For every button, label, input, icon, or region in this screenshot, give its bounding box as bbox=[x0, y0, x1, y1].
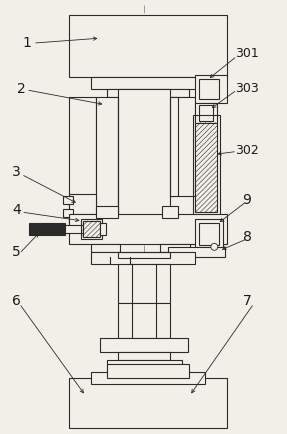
Bar bbox=[118, 372, 170, 378]
Text: 9: 9 bbox=[243, 193, 251, 207]
Bar bbox=[96, 207, 118, 218]
Text: 301: 301 bbox=[235, 46, 259, 59]
Bar bbox=[118, 89, 170, 218]
Text: 4: 4 bbox=[12, 203, 21, 217]
Text: 6: 6 bbox=[12, 294, 21, 308]
Bar bbox=[90, 372, 205, 384]
Bar bbox=[195, 76, 227, 103]
Bar bbox=[118, 304, 170, 339]
Bar bbox=[83, 221, 100, 237]
Bar bbox=[160, 244, 189, 252]
Bar bbox=[118, 352, 170, 360]
Bar bbox=[100, 339, 188, 352]
Text: 2: 2 bbox=[17, 82, 26, 95]
Bar bbox=[193, 115, 220, 220]
Text: 3: 3 bbox=[12, 165, 21, 179]
Bar bbox=[90, 244, 120, 252]
Bar bbox=[118, 264, 170, 304]
Bar bbox=[162, 207, 178, 218]
Bar bbox=[100, 224, 106, 235]
Bar bbox=[69, 214, 227, 244]
Bar bbox=[29, 224, 65, 235]
Bar bbox=[195, 103, 217, 123]
Bar bbox=[195, 220, 223, 249]
Bar bbox=[107, 364, 189, 378]
Bar bbox=[96, 98, 118, 214]
Bar bbox=[199, 105, 213, 122]
Bar bbox=[107, 360, 182, 372]
Bar bbox=[69, 16, 227, 78]
Bar bbox=[69, 214, 96, 234]
Text: 302: 302 bbox=[235, 144, 259, 157]
Text: 8: 8 bbox=[243, 229, 251, 243]
Bar bbox=[199, 80, 219, 99]
Bar bbox=[69, 195, 96, 224]
Bar bbox=[63, 210, 73, 217]
Bar bbox=[81, 220, 102, 239]
Text: 1: 1 bbox=[23, 36, 32, 50]
Circle shape bbox=[211, 244, 218, 251]
Bar bbox=[118, 252, 170, 258]
Bar bbox=[69, 378, 227, 427]
Bar bbox=[162, 98, 178, 197]
Text: 303: 303 bbox=[235, 82, 259, 95]
Text: 7: 7 bbox=[243, 294, 251, 308]
Bar bbox=[65, 225, 83, 233]
Bar bbox=[199, 224, 219, 245]
Bar bbox=[90, 252, 195, 264]
Bar bbox=[63, 197, 73, 204]
Bar bbox=[168, 247, 225, 257]
Bar bbox=[168, 98, 195, 197]
Text: 5: 5 bbox=[12, 244, 21, 258]
Bar bbox=[195, 123, 217, 213]
Bar bbox=[110, 257, 130, 264]
Bar bbox=[107, 89, 189, 98]
Bar bbox=[69, 98, 96, 214]
Bar bbox=[90, 78, 205, 89]
